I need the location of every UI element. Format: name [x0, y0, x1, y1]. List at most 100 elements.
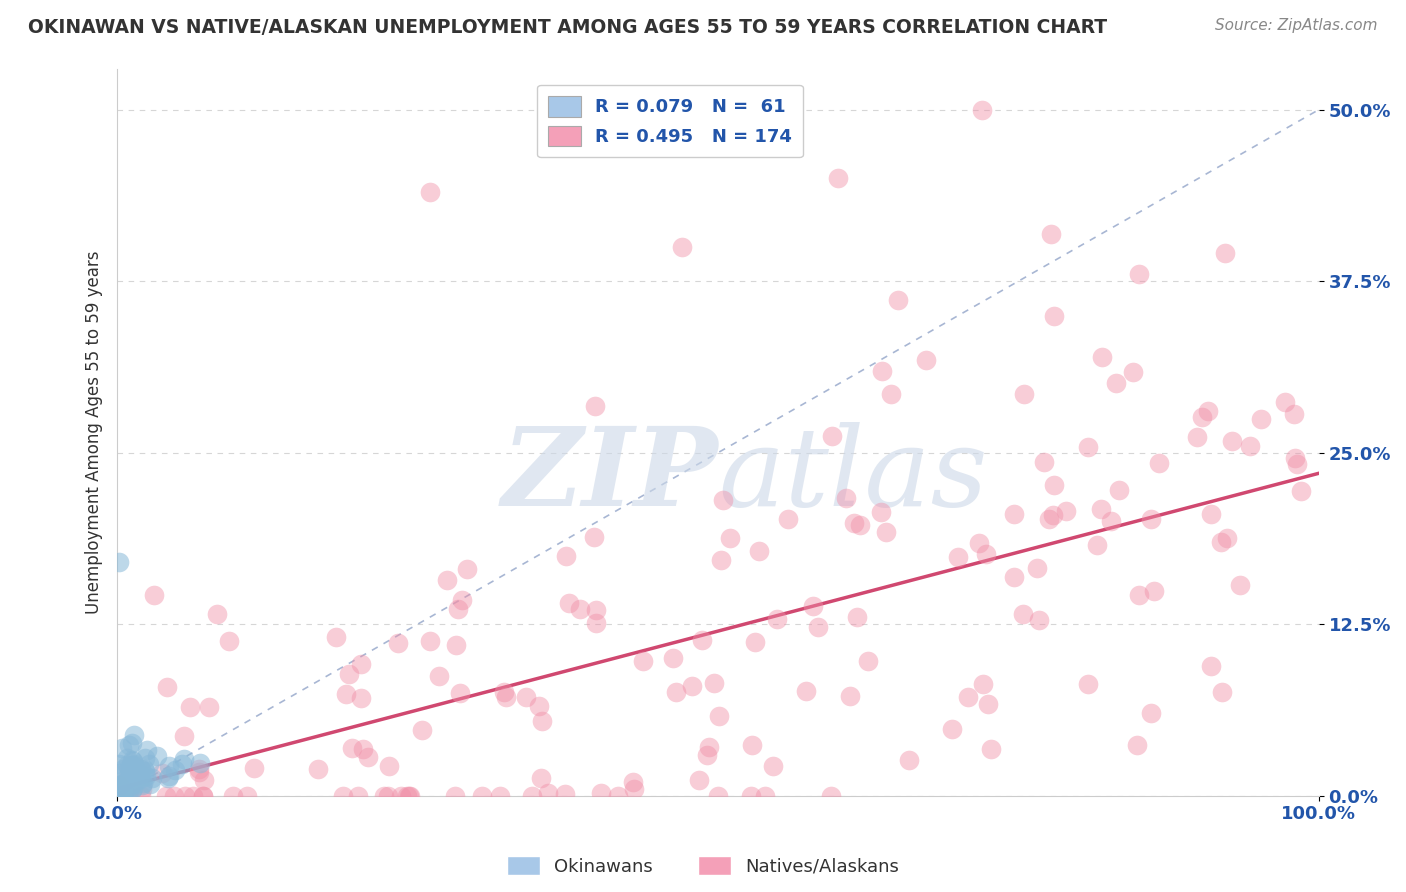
- Point: [631, 654, 654, 668]
- Point: [325, 630, 347, 644]
- Point: [108, 556, 131, 570]
- Point: [941, 722, 963, 736]
- Point: [821, 429, 844, 443]
- Point: [1239, 439, 1261, 453]
- Point: [141, 771, 163, 785]
- Point: [849, 518, 872, 533]
- Point: [111, 762, 134, 776]
- Point: [696, 748, 718, 763]
- Point: [124, 756, 146, 771]
- Point: [748, 544, 770, 558]
- Point: [107, 786, 129, 800]
- Point: [419, 634, 441, 648]
- Point: [307, 762, 329, 776]
- Point: [120, 763, 142, 777]
- Point: [879, 387, 901, 401]
- Point: [138, 757, 160, 772]
- Point: [118, 783, 141, 797]
- Point: [1108, 483, 1130, 498]
- Point: [120, 777, 142, 791]
- Point: [527, 698, 550, 713]
- Point: [489, 789, 512, 803]
- Point: [1043, 309, 1066, 323]
- Point: [558, 596, 581, 610]
- Point: [110, 778, 132, 792]
- Point: [115, 758, 138, 772]
- Point: [132, 762, 155, 776]
- Point: [118, 778, 141, 792]
- Point: [711, 493, 734, 508]
- Point: [707, 789, 730, 803]
- Point: [1147, 456, 1170, 470]
- Point: [111, 780, 134, 794]
- Point: [120, 778, 142, 792]
- Point: [606, 789, 628, 803]
- Point: [1002, 570, 1025, 584]
- Point: [118, 738, 141, 752]
- Point: [120, 779, 142, 793]
- Point: [765, 612, 787, 626]
- Point: [1284, 450, 1306, 465]
- Point: [142, 588, 165, 602]
- Point: [1099, 514, 1122, 528]
- Point: [835, 491, 858, 505]
- Point: [352, 742, 374, 756]
- Point: [222, 789, 245, 803]
- Point: [356, 749, 378, 764]
- Point: [1002, 508, 1025, 522]
- Point: [411, 723, 433, 737]
- Point: [242, 761, 264, 775]
- Point: [520, 789, 543, 803]
- Point: [157, 759, 180, 773]
- Point: [1011, 607, 1033, 622]
- Point: [515, 690, 537, 704]
- Point: [662, 651, 685, 665]
- Legend: Okinawans, Natives/Alaskans: Okinawans, Natives/Alaskans: [501, 849, 905, 883]
- Point: [778, 512, 800, 526]
- Point: [972, 103, 994, 117]
- Point: [107, 757, 129, 772]
- Point: [157, 771, 180, 785]
- Point: [122, 780, 145, 795]
- Point: [335, 687, 357, 701]
- Point: [198, 699, 221, 714]
- Point: [129, 762, 152, 776]
- Point: [531, 714, 554, 729]
- Point: [427, 668, 450, 682]
- Point: [1201, 507, 1223, 521]
- Point: [155, 789, 177, 803]
- Point: [451, 592, 474, 607]
- Point: [1282, 407, 1305, 421]
- Text: ZIP: ZIP: [502, 422, 718, 530]
- Point: [155, 680, 177, 694]
- Point: [129, 772, 152, 786]
- Point: [583, 400, 606, 414]
- Point: [1213, 246, 1236, 260]
- Point: [838, 689, 860, 703]
- Point: [762, 758, 785, 772]
- Point: [681, 679, 703, 693]
- Point: [193, 789, 215, 803]
- Point: [236, 789, 259, 803]
- Point: [495, 690, 517, 704]
- Point: [398, 789, 420, 803]
- Point: [128, 765, 150, 780]
- Point: [136, 742, 159, 756]
- Text: Source: ZipAtlas.com: Source: ZipAtlas.com: [1215, 18, 1378, 33]
- Point: [974, 547, 997, 561]
- Point: [844, 516, 866, 531]
- Point: [1077, 440, 1099, 454]
- Point: [710, 553, 733, 567]
- Point: [1285, 457, 1308, 471]
- Point: [740, 789, 762, 803]
- Point: [395, 789, 418, 803]
- Point: [1191, 410, 1213, 425]
- Point: [1090, 502, 1112, 516]
- Point: [820, 789, 842, 803]
- Point: [443, 789, 465, 803]
- Point: [173, 751, 195, 765]
- Point: [1197, 403, 1219, 417]
- Point: [887, 293, 910, 307]
- Point: [112, 776, 135, 790]
- Point: [114, 775, 136, 789]
